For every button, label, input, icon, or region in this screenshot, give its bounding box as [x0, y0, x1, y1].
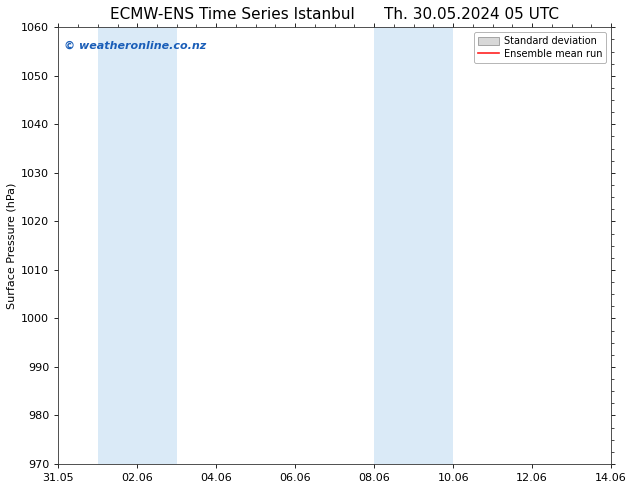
Text: © weatheronline.co.nz: © weatheronline.co.nz	[64, 40, 206, 50]
Y-axis label: Surface Pressure (hPa): Surface Pressure (hPa)	[7, 182, 17, 309]
Bar	[98, 27, 177, 464]
Legend: Standard deviation, Ensemble mean run: Standard deviation, Ensemble mean run	[474, 32, 606, 63]
Title: ECMW-ENS Time Series Istanbul      Th. 30.05.2024 05 UTC: ECMW-ENS Time Series Istanbul Th. 30.05.…	[110, 7, 559, 22]
Bar	[374, 27, 453, 464]
